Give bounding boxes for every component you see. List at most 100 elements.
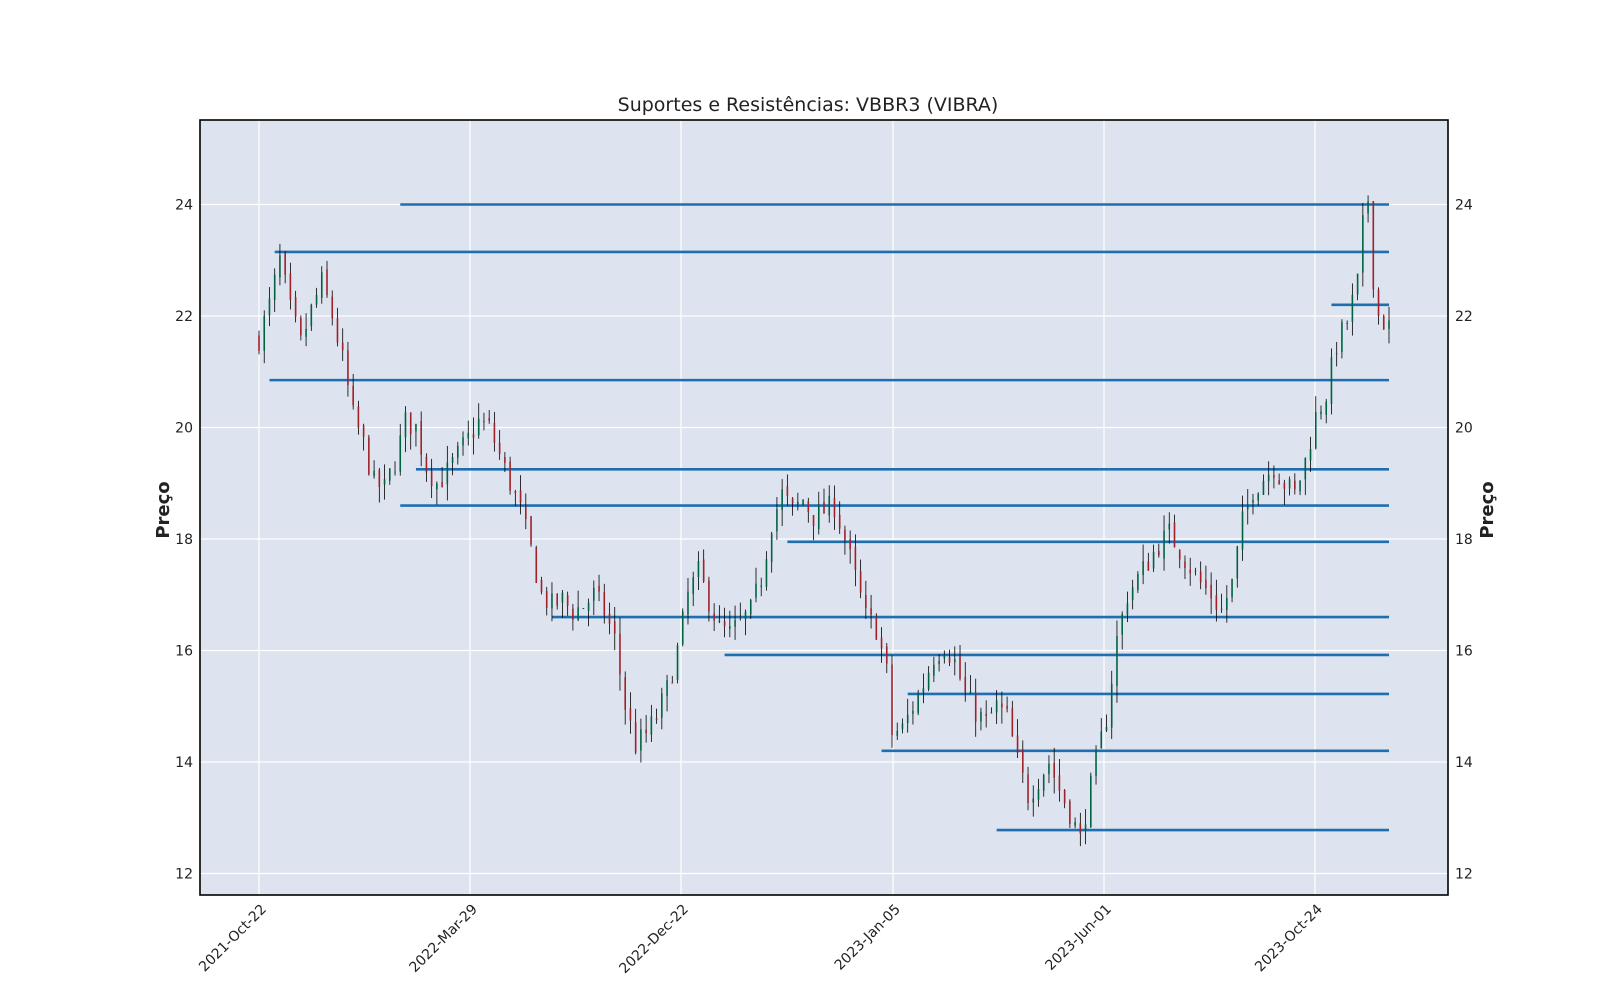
- candle-body: [749, 600, 752, 615]
- candle-body: [477, 418, 480, 436]
- candle-body: [1215, 595, 1218, 610]
- candle-body: [357, 406, 360, 429]
- candle-body: [1105, 727, 1108, 731]
- candle-body: [692, 577, 695, 595]
- candle-body: [456, 445, 459, 458]
- candle-body: [1278, 480, 1280, 485]
- candle-body: [1184, 561, 1186, 569]
- candle-body: [488, 418, 490, 421]
- candle-body: [320, 272, 323, 298]
- candle-body: [927, 672, 930, 690]
- candle-body: [1063, 789, 1066, 804]
- candle-body: [990, 712, 993, 714]
- candle-body: [1304, 457, 1307, 480]
- candle-body: [1048, 763, 1050, 775]
- candle-body: [655, 718, 658, 721]
- candle-body: [566, 595, 569, 606]
- candle-body: [1074, 821, 1076, 826]
- candle-body: [530, 516, 532, 545]
- candle-body: [734, 620, 736, 627]
- candle-body: [770, 533, 773, 563]
- candle-body: [415, 424, 417, 432]
- candle-body: [687, 591, 689, 615]
- candle-body: [294, 297, 297, 317]
- y-tick-label: 20: [1455, 421, 1473, 437]
- candle-body: [289, 273, 292, 300]
- candle-body: [985, 713, 987, 717]
- candle-body: [859, 571, 862, 593]
- candle-body: [912, 710, 914, 714]
- candle-body: [608, 613, 611, 624]
- candle-body: [551, 593, 553, 609]
- candle-body: [1194, 570, 1197, 572]
- candle-body: [347, 350, 349, 386]
- candle-body: [666, 680, 668, 697]
- candle-body: [1236, 546, 1239, 579]
- candle-body: [593, 587, 595, 601]
- candle-body: [865, 594, 867, 608]
- candle-body: [969, 691, 972, 694]
- y-axis-label-right: Preço: [1477, 481, 1498, 538]
- candle-body: [1110, 683, 1113, 728]
- candle-body: [875, 616, 878, 640]
- candle-body: [676, 645, 679, 680]
- candle-body: [744, 611, 747, 620]
- candle-body: [1335, 353, 1338, 355]
- candle-body: [844, 529, 846, 541]
- candle-body: [572, 608, 574, 620]
- y-tick-label: 20: [175, 421, 193, 437]
- candle-body: [828, 495, 831, 516]
- candle-body: [556, 594, 558, 606]
- candle-body: [446, 462, 449, 485]
- candle-body: [896, 730, 899, 736]
- candle-body: [1058, 775, 1061, 791]
- candle-body: [378, 470, 381, 488]
- candle-body: [1053, 762, 1055, 778]
- candle-body: [441, 482, 443, 487]
- candle-body: [436, 483, 438, 490]
- candle-body: [1042, 774, 1045, 791]
- candle-body: [1320, 411, 1322, 415]
- candle-body: [1257, 493, 1260, 501]
- candle-body: [833, 498, 836, 518]
- candle-body: [729, 626, 731, 629]
- candle-body: [953, 658, 956, 663]
- candle-body: [1079, 823, 1082, 834]
- candle-body: [681, 611, 684, 645]
- candle-body: [420, 420, 422, 455]
- candle-body: [1220, 608, 1223, 610]
- candle-body: [483, 421, 485, 423]
- candle-body: [849, 538, 851, 550]
- y-tick-label: 16: [175, 644, 193, 660]
- candle-body: [504, 457, 506, 464]
- candle-body: [1173, 522, 1176, 548]
- y-tick-label: 24: [175, 198, 193, 214]
- candle-body: [341, 342, 344, 351]
- candle-body: [1372, 200, 1375, 290]
- candle-body: [645, 729, 647, 734]
- candle-body: [493, 422, 496, 443]
- candle-body: [545, 590, 548, 608]
- y-tick-label: 18: [175, 532, 193, 548]
- candle-body: [786, 486, 789, 496]
- candle-body: [1241, 511, 1244, 550]
- candle-body: [708, 580, 710, 612]
- candle-body: [980, 711, 982, 722]
- candle-body: [1126, 603, 1129, 616]
- candle-body: [1142, 561, 1144, 576]
- candle-body: [1330, 357, 1333, 404]
- candle-body: [634, 722, 637, 753]
- candle-body: [1294, 480, 1296, 490]
- y-ticks-right: 12 14 16 18 20 22 24: [1455, 198, 1473, 883]
- candle-body: [273, 274, 276, 301]
- candle-body: [540, 579, 543, 593]
- candle-body: [310, 304, 313, 327]
- candle-body: [1262, 480, 1265, 495]
- candle-body: [723, 620, 726, 627]
- candle-body: [1095, 749, 1097, 776]
- y-tick-label: 12: [1455, 867, 1473, 883]
- candle-body: [1011, 708, 1014, 737]
- candle-body: [1037, 789, 1040, 800]
- candle-body: [854, 547, 857, 571]
- candle-body: [1210, 584, 1212, 599]
